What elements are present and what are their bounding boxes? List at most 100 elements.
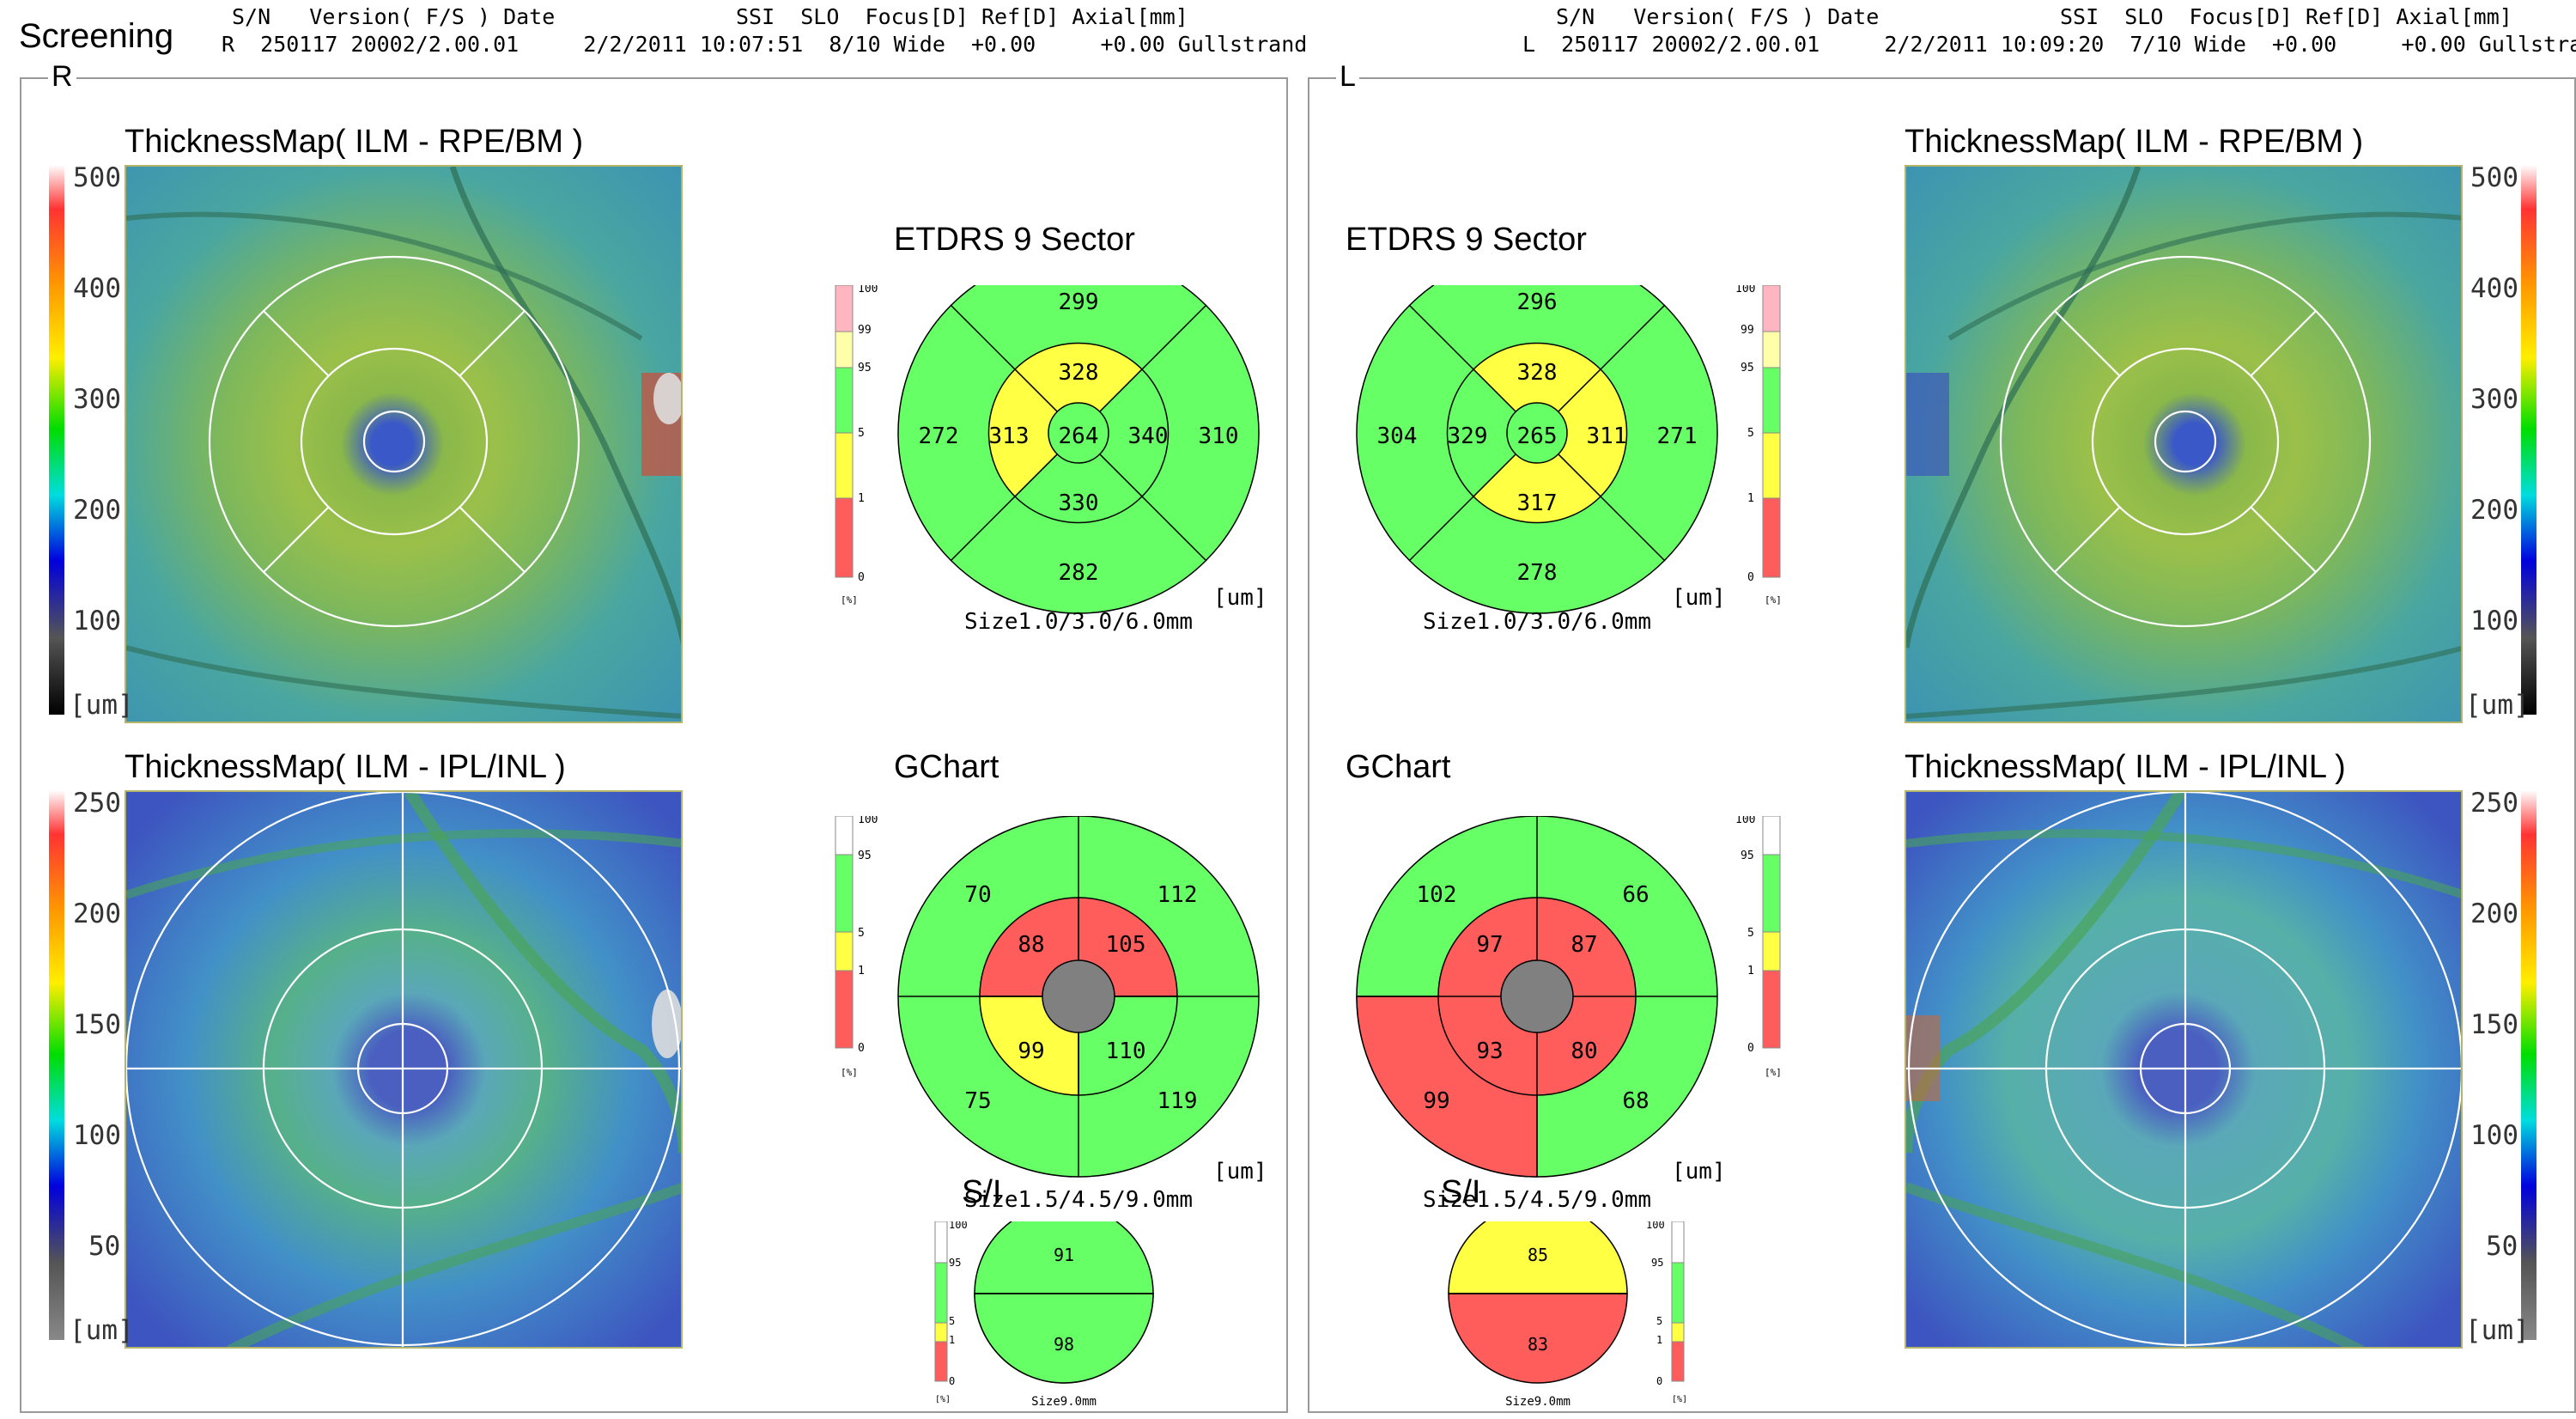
left-etdrs-value-inner-temporal: 311: [1587, 423, 1627, 449]
left-etdrs-value-inner-superior: 328: [1517, 360, 1558, 386]
right-etdrs-unit: [um]: [1213, 585, 1267, 611]
left-top-tick-500: 500: [2470, 162, 2518, 193]
right-map-bottom-title: ThicknessMap( ILM - IPL/INL ): [125, 749, 566, 785]
header-right-eye-values: R 250117 20002/2.00.01 2/2/2011 10:07:51…: [222, 32, 1308, 57]
right-etdrs-center: [1048, 402, 1109, 464]
left-etdrs-value-outer-temporal: 271: [1657, 423, 1698, 449]
left-gchart-legend-95: 95: [1741, 850, 1754, 862]
left-bottom-tick-200: 200: [2470, 898, 2518, 929]
left-eye-tag: L: [1336, 62, 1359, 91]
right-gchart-legend: [835, 815, 854, 1049]
left-etdrs-value-inner-nasal: 329: [1448, 423, 1488, 449]
left-gchart-legend-0: 0: [1747, 1042, 1754, 1055]
left-si-legend-1: 1: [1656, 1334, 1662, 1346]
right-etdrs-legend-5: 5: [858, 427, 865, 440]
left-etdrs-inner-nasal: [1446, 368, 1539, 498]
right-top-tick-300: 300: [73, 384, 121, 415]
right-etdrs-value-inner-inferior: 330: [1059, 490, 1099, 516]
right-gchart-inner-ur-value: 105: [1106, 932, 1146, 958]
right-etdrs-value-outer-nasal: 310: [1199, 423, 1239, 449]
left-etdrs-legend-0: 0: [1747, 571, 1754, 584]
right-gchart-inner-ll-value: 99: [1018, 1038, 1044, 1064]
left-etdrs-size: Size1.0/3.0/6.0mm: [1423, 609, 1651, 635]
right-etdrs-chart[interactable]: 100 99 95 5 1 0 [%] 264: [810, 252, 1291, 732]
left-thickness-map-ipl[interactable]: [1905, 790, 2463, 1349]
right-etdrs-inner-superior: [1013, 342, 1144, 435]
right-colorbar-bottom: [49, 790, 64, 1340]
right-etdrs-value-center: 264: [1059, 423, 1099, 449]
left-gchart-size: Size1.5/4.5/9.0mm: [1423, 1187, 1651, 1211]
left-etdrs-value-outer-inferior: 278: [1517, 560, 1558, 586]
right-etdrs-legend-0: 0: [858, 571, 865, 584]
right-eye-tag: R: [48, 62, 76, 91]
right-thickness-map-ipl[interactable]: [125, 790, 683, 1349]
left-bottom-tick-250: 250: [2470, 788, 2518, 819]
left-thickness-map-rpe[interactable]: [1905, 165, 2463, 723]
right-gchart-outer-ll-value: 75: [964, 1088, 991, 1114]
left-etdrs-value-outer-nasal: 304: [1377, 423, 1418, 449]
left-bottom-tick-150: 150: [2470, 1009, 2518, 1040]
left-gchart-legend: [1762, 815, 1781, 1049]
right-etdrs-inner-nasal: [1077, 368, 1170, 498]
right-si-inferior-value: 98: [1054, 1334, 1074, 1355]
left-gchart-inner-lr-value: 80: [1571, 1038, 1597, 1064]
left-map-bottom-overlay: [1906, 792, 2461, 1347]
left-etdrs-chart[interactable]: 265 328 329 317 311 296 304 278 271 [um]…: [1344, 252, 1825, 732]
left-etdrs-value-inner-inferior: 317: [1517, 490, 1558, 516]
right-eye-panel: ThicknessMap( ILM - RPE/BM ) 500 400 300…: [20, 77, 1288, 1413]
right-top-tick-200: 200: [73, 495, 121, 526]
right-bottom-tick-200: 200: [73, 898, 121, 929]
right-etdrs-value-outer-temporal: 272: [919, 423, 959, 449]
right-gchart-center: [1042, 959, 1115, 1033]
right-si-legend-unit: [%]: [935, 1395, 951, 1404]
left-si-legend-95: 95: [1651, 1257, 1663, 1269]
left-si-legend: [1671, 1221, 1685, 1382]
left-gchart-inner-ll-value: 93: [1476, 1038, 1503, 1064]
left-map-bottom-title: ThicknessMap( ILM - IPL/INL ): [1905, 749, 2346, 785]
left-etdrs-legend-1: 1: [1747, 492, 1754, 505]
app-title: Screening: [19, 17, 174, 55]
right-gchart-chart[interactable]: 100 95 5 1 0 [%] 88 105 99 110 70: [810, 813, 1291, 1213]
left-etdrs-legend-unit: [%]: [1765, 594, 1782, 606]
left-top-tick-200: 200: [2470, 495, 2518, 526]
left-gchart-legend-unit: [%]: [1765, 1067, 1782, 1078]
left-gchart-outer-ll-value: 99: [1423, 1088, 1449, 1114]
right-etdrs-legend-1: 1: [858, 492, 865, 505]
right-bottom-tick-250: 250: [73, 788, 121, 819]
right-etdrs-legend-100: 100: [858, 285, 878, 295]
left-si-superior-value: 85: [1528, 1245, 1548, 1265]
left-gchart-center: [1500, 959, 1574, 1033]
right-si-size: Size9.0mm: [1031, 1395, 1097, 1409]
right-bottom-tick-100: 100: [73, 1120, 121, 1151]
left-si-chart[interactable]: 85 83 Size9.0mm 100 95 5 1 0 [%]: [1447, 1203, 1722, 1415]
left-etdrs-title: ETDRS 9 Sector: [1346, 222, 1587, 258]
left-etdrs-value-center: 265: [1517, 423, 1558, 449]
right-si-chart[interactable]: 100 95 5 1 0 [%] 91 98 Size9.0mm: [909, 1203, 1184, 1415]
right-etdrs-value-outer-inferior: 282: [1059, 560, 1099, 586]
left-etdrs-inner-inferior: [1472, 431, 1602, 524]
right-etdrs-size: Size1.0/3.0/6.0mm: [964, 609, 1193, 635]
right-top-tick-500: 500: [73, 162, 121, 193]
right-etdrs-legend-unit: [%]: [841, 594, 858, 606]
left-etdrs-center: [1506, 402, 1568, 464]
left-etdrs-legend-5: 5: [1747, 427, 1754, 440]
right-si-legend-5: 5: [949, 1315, 955, 1327]
right-bottom-tick-150: 150: [73, 1009, 121, 1040]
right-gchart-legend-unit: [%]: [841, 1067, 858, 1078]
right-gchart-size: Size1.5/4.5/9.0mm: [964, 1187, 1193, 1211]
header-left-eye-labels: S/N Version( F/S ) Date SSI SLO Focus[D]…: [1556, 4, 2512, 29]
left-si-title: S/I: [1441, 1174, 1481, 1210]
right-map-top-title: ThicknessMap( ILM - RPE/BM ): [125, 124, 584, 160]
left-bottom-tick-50: 50: [2486, 1231, 2518, 1262]
left-colorbar-bottom: [2521, 790, 2537, 1340]
left-gchart-chart[interactable]: 97 87 93 80 102 66 99 68 [um] Size1.5/4.…: [1344, 813, 1825, 1213]
right-etdrs-inner-inferior: [1013, 431, 1144, 524]
right-etdrs-value-inner-superior: 328: [1059, 360, 1099, 386]
right-si-superior-value: 91: [1054, 1245, 1074, 1265]
right-gchart-outer-ul-value: 70: [964, 882, 991, 908]
left-gchart-inner-ul-value: 97: [1476, 932, 1503, 958]
right-etdrs-value-inner-nasal: 340: [1128, 423, 1169, 449]
right-thickness-map-rpe[interactable]: [125, 165, 683, 723]
left-si-legend-5: 5: [1656, 1315, 1662, 1327]
right-si-legend-0: 0: [949, 1375, 955, 1387]
